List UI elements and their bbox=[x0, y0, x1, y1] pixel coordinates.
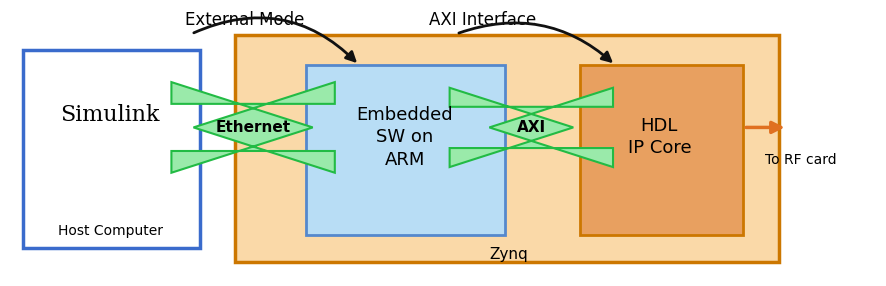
Text: AXI Interface: AXI Interface bbox=[429, 11, 536, 29]
Text: Simulink: Simulink bbox=[60, 104, 159, 126]
FancyBboxPatch shape bbox=[236, 35, 779, 262]
Polygon shape bbox=[449, 88, 613, 167]
FancyBboxPatch shape bbox=[580, 65, 743, 235]
Text: AXI: AXI bbox=[517, 120, 546, 135]
Text: To RF card: To RF card bbox=[765, 153, 836, 167]
Text: Ethernet: Ethernet bbox=[215, 120, 291, 135]
Text: HDL
IP Core: HDL IP Core bbox=[627, 117, 691, 157]
Text: Zynq: Zynq bbox=[490, 247, 529, 262]
Text: Embedded
SW on
ARM: Embedded SW on ARM bbox=[357, 106, 454, 168]
Text: External Mode: External Mode bbox=[184, 11, 304, 29]
Polygon shape bbox=[171, 82, 335, 173]
FancyBboxPatch shape bbox=[23, 49, 200, 248]
Text: Host Computer: Host Computer bbox=[58, 224, 162, 238]
FancyBboxPatch shape bbox=[306, 65, 505, 235]
